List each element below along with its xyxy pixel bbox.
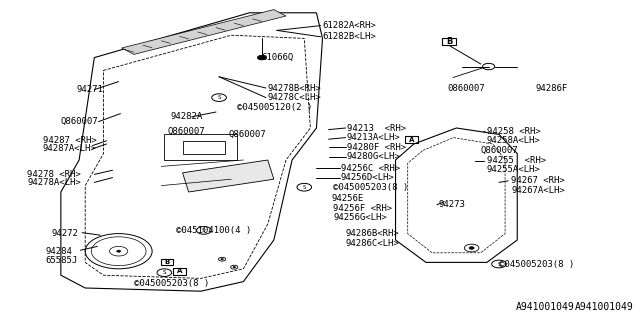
Text: 94271: 94271 [76, 85, 103, 94]
Text: 94213A<LH>: 94213A<LH> [347, 133, 401, 142]
Text: 94258 <RH>: 94258 <RH> [487, 127, 541, 136]
Text: 94278A<LH>: 94278A<LH> [28, 178, 81, 187]
Circle shape [469, 247, 474, 249]
Circle shape [117, 250, 120, 252]
Text: 94256E: 94256E [332, 194, 364, 203]
Text: 94286C<LH>: 94286C<LH> [345, 239, 399, 248]
Text: 94287A<LH>: 94287A<LH> [43, 144, 97, 153]
Text: 94256F <RH>: 94256F <RH> [333, 204, 392, 212]
Text: ©045005120(2 ): ©045005120(2 ) [237, 103, 312, 112]
Text: 94256G<LH>: 94256G<LH> [333, 213, 387, 222]
Text: 94280G<LH>: 94280G<LH> [347, 152, 401, 161]
Circle shape [221, 259, 223, 260]
Text: 94287 <RH>: 94287 <RH> [43, 136, 97, 145]
Text: A941001049: A941001049 [516, 302, 575, 312]
Text: Q860007: Q860007 [228, 130, 266, 139]
Text: S: S [497, 261, 500, 267]
Text: 94267A<LH>: 94267A<LH> [511, 186, 565, 195]
Polygon shape [122, 10, 286, 54]
Text: Q860007: Q860007 [167, 127, 205, 136]
Text: S: S [303, 185, 306, 190]
Text: 65585J: 65585J [45, 256, 78, 265]
Text: Q860007: Q860007 [481, 146, 518, 155]
Text: S: S [163, 270, 166, 275]
Text: A: A [409, 137, 414, 142]
Text: 61282A<RH>: 61282A<RH> [323, 21, 376, 30]
Bar [182, 141, 225, 154]
Text: B: B [164, 259, 170, 265]
Text: 94255  <RH>: 94255 <RH> [487, 156, 546, 164]
Text: 94256D<LH>: 94256D<LH> [340, 173, 394, 182]
Text: 94286F: 94286F [536, 84, 568, 92]
Text: 94267 <RH>: 94267 <RH> [511, 176, 565, 185]
Text: A: A [177, 268, 182, 274]
Text: ©045005203(8 ): ©045005203(8 ) [333, 183, 409, 192]
Text: 94255A<LH>: 94255A<LH> [487, 165, 541, 174]
Circle shape [233, 267, 236, 268]
Polygon shape [182, 160, 274, 192]
Text: A941001049: A941001049 [575, 302, 634, 312]
Text: 94256C <RH>: 94256C <RH> [340, 164, 400, 172]
Text: 94273: 94273 [438, 200, 465, 209]
Text: 94280F <RH>: 94280F <RH> [347, 143, 406, 152]
Bar [404, 136, 418, 143]
Text: S: S [202, 228, 205, 233]
Text: 94258A<LH>: 94258A<LH> [487, 136, 541, 145]
Bar [164, 134, 237, 160]
Text: ©045005203(8 ): ©045005203(8 ) [134, 279, 209, 288]
Text: 61282B<LH>: 61282B<LH> [323, 32, 376, 41]
Bar [173, 268, 186, 275]
Text: ©045104100(4 ): ©045104100(4 ) [177, 226, 252, 235]
Text: 94272: 94272 [52, 229, 79, 238]
Text: S: S [218, 95, 221, 100]
Text: 0860007: 0860007 [447, 84, 485, 92]
Text: 94213  <RH>: 94213 <RH> [347, 124, 406, 132]
Text: Q860007: Q860007 [61, 117, 99, 126]
Text: B: B [446, 37, 452, 46]
Text: ©045005203(8 ): ©045005203(8 ) [499, 260, 574, 268]
Text: 94278B<RH>: 94278B<RH> [268, 84, 321, 92]
Text: 61066Q: 61066Q [262, 53, 294, 62]
Text: 94282A: 94282A [170, 112, 203, 121]
Bar [161, 259, 173, 265]
Text: 94278C<LH>: 94278C<LH> [268, 93, 321, 102]
Text: 94286B<RH>: 94286B<RH> [345, 229, 399, 238]
Text: 94278 <RH>: 94278 <RH> [28, 170, 81, 179]
Bar [442, 38, 456, 45]
Circle shape [257, 55, 266, 60]
Text: 94284: 94284 [45, 247, 72, 256]
